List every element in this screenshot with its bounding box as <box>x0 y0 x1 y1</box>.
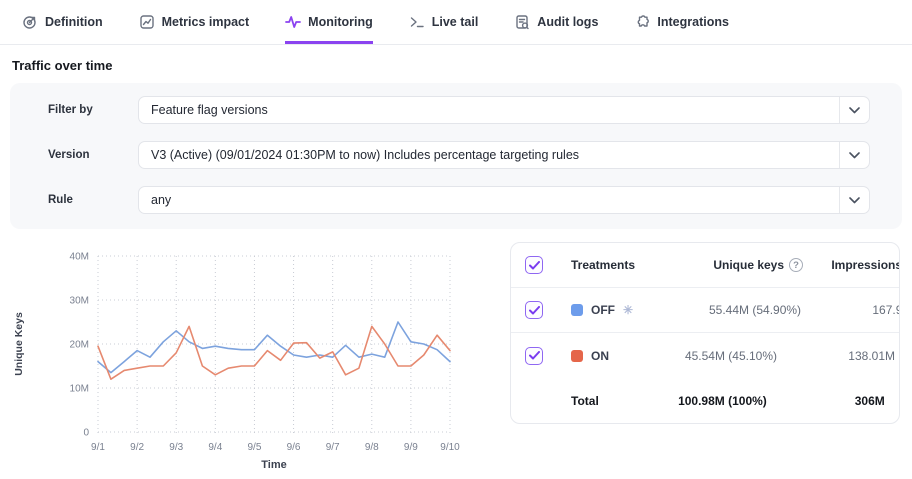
impressions-value: 138.01M <box>848 348 895 363</box>
terminal-icon <box>409 14 425 30</box>
chevron-down-icon <box>839 142 869 168</box>
tab-label: Monitoring <box>308 15 373 29</box>
x-tick-label: 9/9 <box>404 442 418 453</box>
tab-live-tail[interactable]: Live tail <box>409 0 479 44</box>
tab-label: Integrations <box>657 15 729 29</box>
y-tick-label: 20M <box>70 340 89 351</box>
impressions-value: 167.99M <box>872 303 899 317</box>
total-label: Total <box>571 393 599 408</box>
column-impressions: Impressions <box>831 258 900 272</box>
total-unique-keys: 100.98M (100%) <box>678 393 767 408</box>
treatment-checkbox[interactable] <box>525 301 543 319</box>
tab-definition[interactable]: Definition <box>22 0 103 44</box>
traffic-chart: 0 10M 20M 30M 40M 9/1 9/2 9/3 9/4 9/5 9/6 9/7 9/8 9/9… <box>13 252 460 472</box>
unique-keys-value: 55.44M (54.90%) <box>709 303 802 317</box>
page-title: Traffic over time <box>12 58 113 73</box>
x-tick-label: 9/2 <box>130 442 144 453</box>
treatment-checkbox[interactable] <box>525 346 543 365</box>
filter-row-version: Version V3 (Active) (09/01/2024 01:30PM t… <box>48 141 870 169</box>
tab-bar: Definition Metrics impact Monitoring Live t… <box>0 0 912 45</box>
x-tick-label: 9/8 <box>365 442 379 453</box>
x-tick-label: 9/4 <box>208 442 222 453</box>
x-tick-label: 9/10 <box>440 442 460 453</box>
y-tick-label: 40M <box>70 252 89 263</box>
rule-dropdown[interactable]: any <box>138 186 870 214</box>
chevron-down-icon <box>839 187 869 213</box>
treatment-row-on: ON 45.54M (45.10%) 138.01M <box>511 333 899 378</box>
dropdown-value: any <box>151 193 172 207</box>
series-line-on <box>97 325 451 380</box>
treatments-table-header: Treatments Unique keys ? Impressions ? <box>511 243 899 288</box>
series-line-off <box>97 321 451 374</box>
series-color-swatch <box>571 304 583 316</box>
filter-row-filter-by: Filter by Feature flag versions <box>48 96 870 124</box>
pulse-icon <box>285 14 302 30</box>
y-axis-title: Unique Keys <box>13 312 25 376</box>
dropdown-value: Feature flag versions <box>151 103 268 117</box>
filter-label: Rule <box>48 194 73 206</box>
treatment-row-off: OFF ✳ 55.44M (54.90%) 167.99M <box>511 288 899 333</box>
metrics-chart-icon <box>139 14 155 30</box>
tab-integrations[interactable]: Integrations <box>634 0 729 44</box>
tab-monitoring[interactable]: Monitoring <box>285 0 373 44</box>
series-color-swatch <box>571 349 583 362</box>
audit-log-icon <box>514 14 530 30</box>
select-all-checkbox[interactable] <box>525 256 543 274</box>
x-axis-title: Time <box>261 459 286 471</box>
column-unique-keys: Unique keys <box>713 258 785 272</box>
filter-by-dropdown[interactable]: Feature flag versions <box>138 96 870 124</box>
filter-label: Version <box>48 149 90 161</box>
x-tick-label: 9/6 <box>287 442 301 453</box>
filter-row-rule: Rule any <box>48 186 870 214</box>
total-row: Total 100.98M (100%) 306M <box>511 378 899 423</box>
column-treatments: Treatments <box>571 258 636 272</box>
tab-label: Metrics impact <box>161 15 250 29</box>
tab-label: Audit logs <box>537 15 599 29</box>
y-tick-label: 0 <box>83 428 89 439</box>
x-tick-label: 9/3 <box>169 442 183 453</box>
tab-metrics-impact[interactable]: Metrics impact <box>139 0 250 44</box>
tab-label: Definition <box>45 15 103 29</box>
treatments-table: Treatments Unique keys ? Impressions ? O… <box>510 242 900 424</box>
unique-keys-value: 45.54M (45.10%) <box>684 348 777 363</box>
tab-audit-logs[interactable]: Audit logs <box>514 0 598 44</box>
treatment-rows: OFF ✳ 55.44M (54.90%) 167.99M ON 45.54M (45.1… <box>511 288 899 378</box>
unique-keys-help-icon[interactable]: ? <box>789 258 804 272</box>
y-tick-label: 30M <box>70 296 89 307</box>
puzzle-icon <box>634 14 650 30</box>
dropdown-value: V3 (Active) (09/01/2024 01:30PM to now) … <box>151 148 580 162</box>
filter-panel: Filter by Feature flag versions Version V3 … <box>10 83 902 229</box>
x-tick-label: 9/7 <box>326 442 340 453</box>
tab-label: Live tail <box>431 15 479 29</box>
version-dropdown[interactable]: V3 (Active) (09/01/2024 01:30PM to now) … <box>138 141 870 169</box>
treatment-name: ON <box>591 348 609 363</box>
default-treatment-icon: ✳ <box>623 303 634 317</box>
y-tick-label: 10M <box>70 384 89 395</box>
traffic-chart-container: 0 10M 20M 30M 40M 9/1 9/2 9/3 9/4 9/5 9/6 9/7 9/8 9/9… <box>10 242 488 479</box>
target-icon <box>22 14 38 30</box>
x-tick-label: 9/1 <box>91 442 105 453</box>
x-tick-label: 9/5 <box>247 442 261 453</box>
treatment-name: OFF <box>591 303 615 317</box>
filter-label: Filter by <box>48 104 93 116</box>
chevron-down-icon <box>839 97 869 123</box>
monitoring-content: 0 10M 20M 30M 40M 9/1 9/2 9/3 9/4 9/5 9/6 9/7 9/8 9/9… <box>10 242 900 479</box>
total-impressions: 306M <box>854 393 885 408</box>
